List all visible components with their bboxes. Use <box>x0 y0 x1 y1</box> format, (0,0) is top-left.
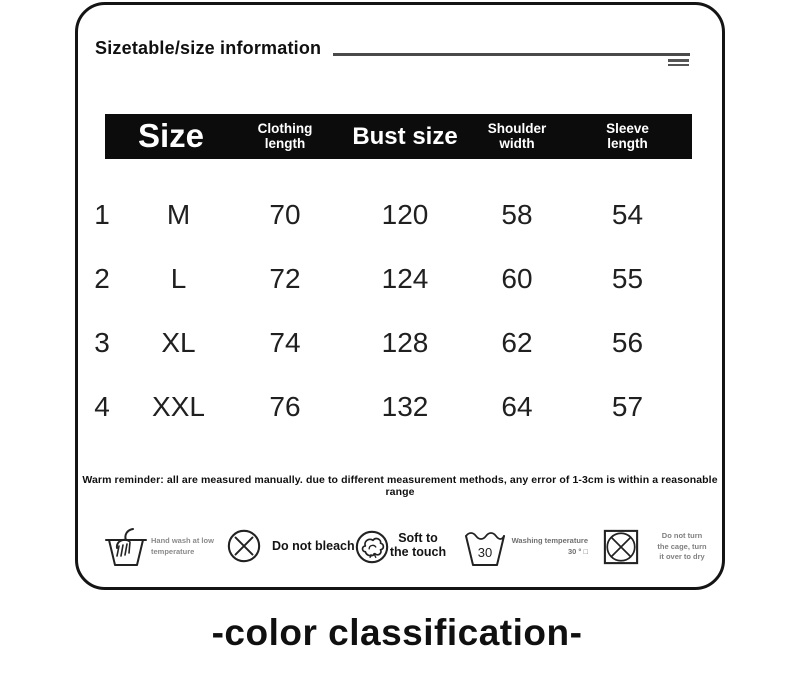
size-table-header: Size Clothing length Bust size Shoulder … <box>105 114 692 159</box>
cell-size: L <box>170 263 187 294</box>
label-line: temperature <box>151 546 195 556</box>
cell-bust-size: 132 <box>381 391 429 422</box>
hand-wash-icon <box>105 528 147 566</box>
column-header-line: Sleeve <box>606 121 649 137</box>
cell-shoulder-width: 60 <box>501 263 533 294</box>
do-not-tumble-dry-icon <box>603 529 639 565</box>
column-header-clothing-length: Clothing length <box>231 121 339 151</box>
column-header-sleeve-length: Sleeve length <box>563 121 692 151</box>
do-not-bleach-icon <box>227 529 261 563</box>
row-number: 2 <box>94 263 110 294</box>
column-header-line: length <box>264 135 306 151</box>
cell-shoulder-width: 62 <box>501 327 533 358</box>
table-row: 4 XXL 76 132 64 57 <box>78 375 692 439</box>
cell-size: XL <box>161 327 196 358</box>
cell-shoulder-width: 58 <box>501 199 533 230</box>
label-line: Do not turn <box>661 531 703 540</box>
label-line: it over to dry <box>659 552 705 561</box>
column-header-shoulder-width: Shoulder width <box>471 121 563 151</box>
column-header-line: width <box>499 135 535 151</box>
cell-shoulder-width: 64 <box>501 391 533 422</box>
column-header-line: Clothing <box>257 121 313 137</box>
title-divider-line <box>333 53 690 56</box>
table-row: 1 M 70 120 58 54 <box>78 183 692 247</box>
title-divider-accent-line-2 <box>668 63 689 66</box>
cell-sleeve-length: 54 <box>611 199 644 230</box>
row-number: 4 <box>94 391 110 422</box>
row-number: 3 <box>94 327 110 358</box>
row-number: 1 <box>94 199 110 230</box>
cotton-icon <box>355 530 389 564</box>
size-table-body: 1 M 70 120 58 54 2 L 72 124 60 55 3 XL 7… <box>78 183 692 439</box>
column-header-bust-size: Bust size <box>352 122 458 150</box>
do-not-tumble-dry-label: Do not turn the cage, turn it over to dr… <box>645 531 719 563</box>
table-row: 2 L 72 124 60 55 <box>78 247 692 311</box>
label-line: Washing temperature <box>511 536 588 545</box>
cell-bust-size: 120 <box>381 199 429 230</box>
column-header-line: length <box>607 135 648 151</box>
label-line: 30 ° □ <box>567 546 588 556</box>
cell-size: XXL <box>152 391 205 422</box>
size-info-card: Sizetable/size information Size Clothing… <box>75 2 725 590</box>
label-line: the touch <box>389 545 447 560</box>
cell-sleeve-length: 55 <box>611 263 644 294</box>
cell-clothing-length: 74 <box>269 327 301 358</box>
cell-bust-size: 128 <box>381 327 429 358</box>
cell-sleeve-length: 57 <box>611 391 644 422</box>
page-title: Sizetable/size information <box>95 38 322 58</box>
label-line: the cage, turn <box>657 541 707 551</box>
color-classification-title: -color classification- <box>211 612 583 653</box>
care-instructions-row: Hand wash at low temperature Do not blea… <box>78 521 722 579</box>
soft-touch-label: Soft to the touch <box>383 531 453 560</box>
cell-size: M <box>166 199 191 230</box>
label-line: Soft to <box>398 531 438 545</box>
label-line: Hand wash at low <box>151 536 214 545</box>
title-divider-accent-line-1 <box>668 59 689 62</box>
hand-wash-label: Hand wash at low temperature <box>151 536 229 557</box>
table-row: 3 XL 74 128 62 56 <box>78 311 692 375</box>
washing-temperature-label: Washing temperature 30 ° □ <box>508 536 588 557</box>
cell-clothing-length: 70 <box>269 199 301 230</box>
wash-basin-30-icon: 30 <box>465 532 505 566</box>
cell-bust-size: 124 <box>381 263 429 294</box>
measurement-note: Warm reminder: all are measured manually… <box>82 474 718 498</box>
cell-clothing-length: 72 <box>269 263 301 294</box>
cell-sleeve-length: 56 <box>611 327 644 358</box>
column-header-size: Size <box>137 117 205 155</box>
wash-temperature-value: 30 <box>478 545 492 560</box>
do-not-bleach-label: Do not bleach <box>272 539 355 553</box>
column-header-line: Shoulder <box>487 121 547 137</box>
cell-clothing-length: 76 <box>269 391 301 422</box>
